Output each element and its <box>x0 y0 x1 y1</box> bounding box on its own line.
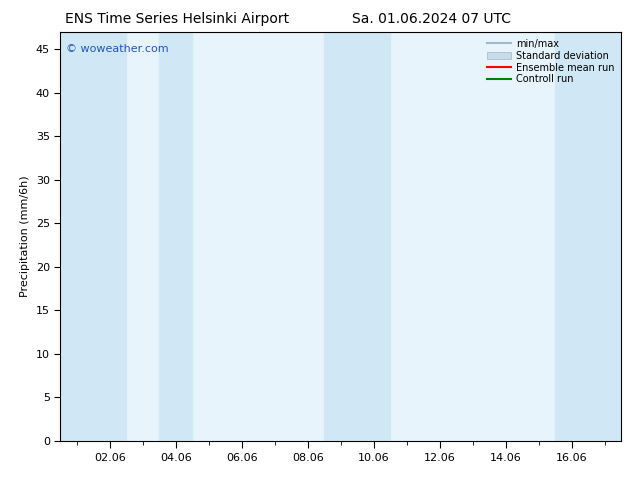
Legend: min/max, Standard deviation, Ensemble mean run, Controll run: min/max, Standard deviation, Ensemble me… <box>485 37 616 86</box>
Y-axis label: Precipitation (mm/6h): Precipitation (mm/6h) <box>20 175 30 297</box>
Bar <box>159 32 192 441</box>
Text: © woweather.com: © woweather.com <box>66 44 169 54</box>
Text: ENS Time Series Helsinki Airport: ENS Time Series Helsinki Airport <box>65 12 290 26</box>
Text: Sa. 01.06.2024 07 UTC: Sa. 01.06.2024 07 UTC <box>352 12 510 26</box>
Bar <box>555 32 621 441</box>
Bar <box>60 32 126 441</box>
Bar <box>324 32 391 441</box>
